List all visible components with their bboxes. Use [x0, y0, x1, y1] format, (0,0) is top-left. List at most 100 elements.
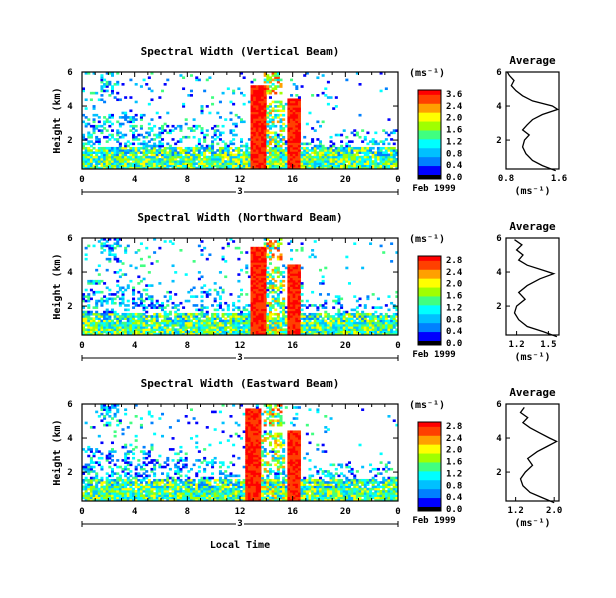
heatmap-cell — [226, 332, 230, 336]
heatmap-cell — [216, 308, 220, 312]
heatmap-cell — [379, 149, 383, 152]
heatmap-cell — [295, 315, 299, 318]
heatmap-cell — [92, 160, 96, 163]
heatmap-cell — [250, 118, 254, 121]
heatmap-cell — [274, 268, 278, 272]
heatmap-cell — [247, 153, 251, 157]
heatmap-cell — [92, 293, 96, 296]
heatmap-cell — [384, 164, 388, 168]
heatmap-cell — [234, 315, 238, 318]
heatmap-cell — [163, 157, 167, 161]
heatmap-cell — [176, 461, 180, 464]
heatmap-cell — [92, 465, 96, 469]
heatmap-cell — [274, 266, 278, 270]
heatmap-cell — [137, 474, 141, 478]
heatmap-cell — [395, 308, 399, 312]
heatmap-cell — [153, 157, 157, 161]
heatmap-cell — [258, 111, 262, 115]
heatmap-cell — [276, 78, 280, 82]
heatmap-cell — [332, 157, 336, 161]
heatmap-cell — [132, 138, 136, 141]
heatmap-cell — [137, 328, 141, 331]
heatmap-cell — [137, 146, 141, 150]
heatmap-cell — [153, 304, 157, 307]
heatmap-cell — [263, 157, 267, 161]
heatmap-cell — [247, 157, 251, 161]
average-xlabel: (ms⁻¹) — [514, 186, 550, 197]
heatmap-cell — [353, 295, 357, 298]
heatmap-cell — [100, 246, 104, 250]
heatmap-cell — [271, 319, 275, 323]
heatmap-cell — [271, 275, 275, 279]
heatmap-cell — [82, 494, 86, 497]
heatmap-cell — [266, 155, 270, 159]
heatmap-cell — [268, 308, 272, 312]
heatmap-cell — [147, 297, 151, 301]
heatmap-cell — [174, 330, 178, 334]
heatmap-cell — [263, 166, 267, 170]
heatmap-cell — [126, 472, 130, 475]
heatmap-cell — [110, 321, 114, 325]
heatmap-cell — [110, 330, 114, 334]
heatmap-cell — [305, 162, 309, 165]
heatmap-cell — [305, 328, 309, 331]
heatmap-cell — [124, 498, 128, 502]
heatmap-cell — [168, 162, 172, 165]
heatmap-cell — [139, 487, 143, 491]
heatmap-cell — [297, 315, 301, 318]
heatmap-cell — [319, 315, 323, 318]
heatmap-cell — [237, 308, 241, 312]
heatmap-cell — [137, 162, 141, 165]
heatmap-cell — [116, 164, 120, 168]
heatmap-cell — [92, 496, 96, 500]
heatmap-cell — [118, 319, 122, 323]
heatmap-cell — [89, 492, 93, 495]
heatmap-cell — [353, 332, 357, 336]
heatmap-cell — [240, 268, 244, 272]
heatmap-cell — [329, 153, 333, 157]
heatmap-cell — [200, 153, 204, 157]
heatmap-cell — [110, 332, 114, 336]
heatmap-cell — [295, 131, 299, 135]
heatmap-cell — [282, 264, 286, 268]
heatmap-cell — [282, 122, 286, 126]
heatmap-cell — [211, 155, 215, 159]
heatmap-cell — [303, 142, 307, 146]
heatmap-cell — [282, 118, 286, 121]
heatmap-cell — [150, 304, 154, 307]
heatmap-cell — [263, 332, 267, 336]
heatmap-cell — [232, 312, 236, 316]
heatmap-cell — [382, 315, 386, 318]
heatmap-cell — [145, 474, 149, 478]
colorbar-segment — [418, 107, 441, 111]
heatmap-cell — [250, 304, 254, 307]
heatmap-cell — [371, 142, 375, 146]
heatmap-cell — [342, 160, 346, 163]
heatmap-cell — [195, 328, 199, 331]
heatmap-cell — [276, 72, 280, 75]
heatmap-cell — [142, 326, 146, 329]
heatmap-cell — [250, 162, 254, 165]
heatmap-cell — [132, 153, 136, 157]
heatmap-cell — [132, 151, 136, 154]
heatmap-cell — [100, 498, 104, 502]
heatmap-cell — [147, 474, 151, 478]
heatmap-cell — [258, 266, 262, 270]
heatmap-cell — [100, 160, 104, 163]
heatmap-cell — [255, 94, 259, 97]
heatmap-cell — [87, 481, 91, 484]
heatmap-cell — [134, 328, 138, 331]
heatmap-cell — [129, 323, 133, 327]
heatmap-cell — [189, 89, 193, 93]
heatmap-cell — [211, 153, 215, 157]
heatmap-cell — [103, 155, 107, 159]
heatmap-cell — [139, 113, 143, 117]
heatmap-cell — [334, 301, 338, 305]
heatmap-cell — [168, 290, 172, 294]
heatmap-cell — [197, 164, 201, 168]
heatmap-cell — [100, 76, 104, 80]
heatmap-cell — [124, 323, 128, 327]
heatmap-cell — [121, 487, 125, 491]
heatmap-cell — [153, 459, 157, 462]
heatmap-cell — [250, 301, 254, 305]
